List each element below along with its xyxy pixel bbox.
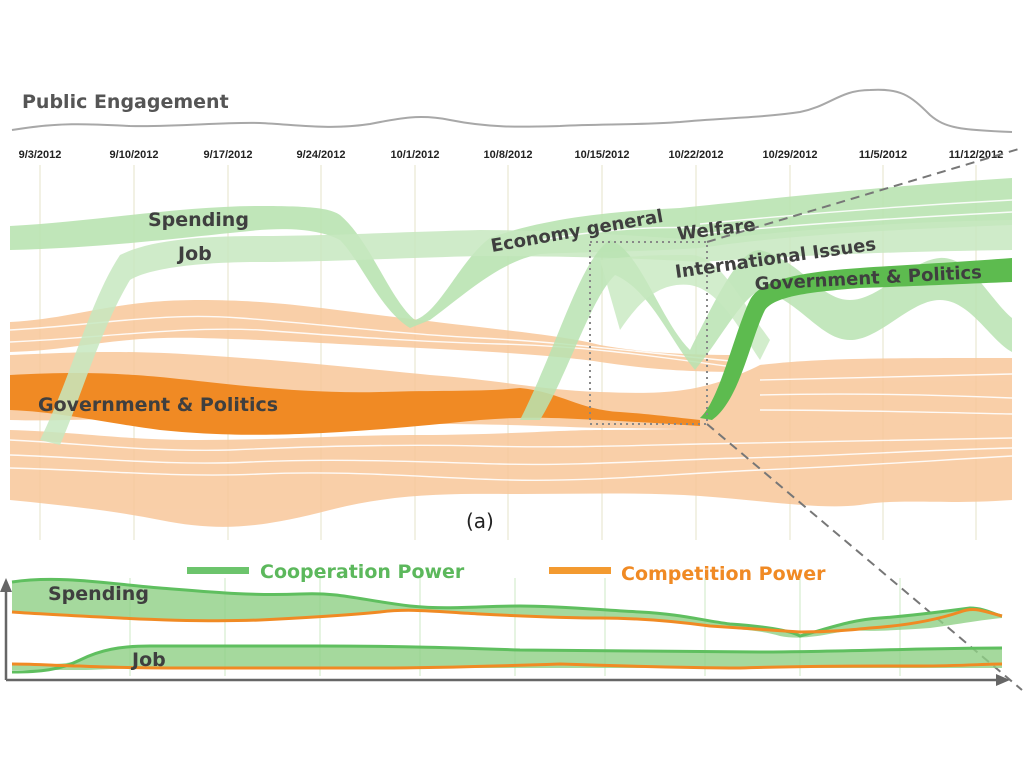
x-tick-label: 9/17/2012 [204, 149, 253, 161]
x-tick-label: 10/15/2012 [574, 149, 629, 161]
x-tick-label: 9/10/2012 [110, 149, 159, 161]
competition-government-politics-band [10, 373, 700, 435]
topic-label-competition-government-politics: Government & Politics [38, 394, 278, 416]
zoom-lines [706, 147, 1023, 691]
x-tick-label: 11/12/2012 [949, 149, 1003, 161]
detail-series-label-job: Job [130, 649, 166, 671]
x-tick-label: 10/22/2012 [668, 149, 723, 161]
spending-competition-line [11, 608, 1003, 634]
job-cooperation-line [11, 644, 1003, 674]
x-tick-label: 10/8/2012 [484, 149, 533, 161]
x-tick-label: 9/24/2012 [297, 149, 346, 161]
topic-label-job: Job [176, 243, 212, 265]
legend-swatch-competition [549, 567, 611, 574]
spending-cooperation-line [11, 577, 1003, 638]
topic-label-spending: Spending [148, 209, 249, 231]
detail-series-label-spending: Spending [48, 583, 149, 605]
cooperation-threads [539, 199, 1013, 241]
engagement-line [11, 88, 1013, 133]
legend-swatch-cooperation [187, 567, 249, 574]
legend-label-cooperation: Cooperation Power [260, 561, 465, 583]
detail-axes [0, 578, 1010, 686]
figure-caption: (a) [466, 509, 494, 533]
competition-threads [9, 315, 1013, 482]
x-tick-label: 10/1/2012 [391, 149, 440, 161]
job-competition-line [11, 662, 1003, 670]
legend-label-competition: Competition Power [621, 563, 826, 585]
x-tick-label: 11/5/2012 [859, 149, 907, 161]
detail-chart: Spending Job [0, 577, 1010, 686]
x-tick-label: 9/3/2012 [19, 149, 62, 161]
chart-title: Public Engagement [22, 91, 229, 113]
x-axis: 9/3/2012 9/10/2012 9/17/2012 9/24/2012 1… [19, 149, 1004, 161]
x-tick-label: 10/29/2012 [762, 149, 817, 161]
cooperation-government-politics-band [700, 258, 1012, 420]
cooperation-band-job [40, 220, 1012, 445]
competition-band-lower [10, 420, 1012, 527]
spending-cooperation-area [12, 579, 1002, 638]
cooperation-band-welfare [600, 255, 770, 360]
